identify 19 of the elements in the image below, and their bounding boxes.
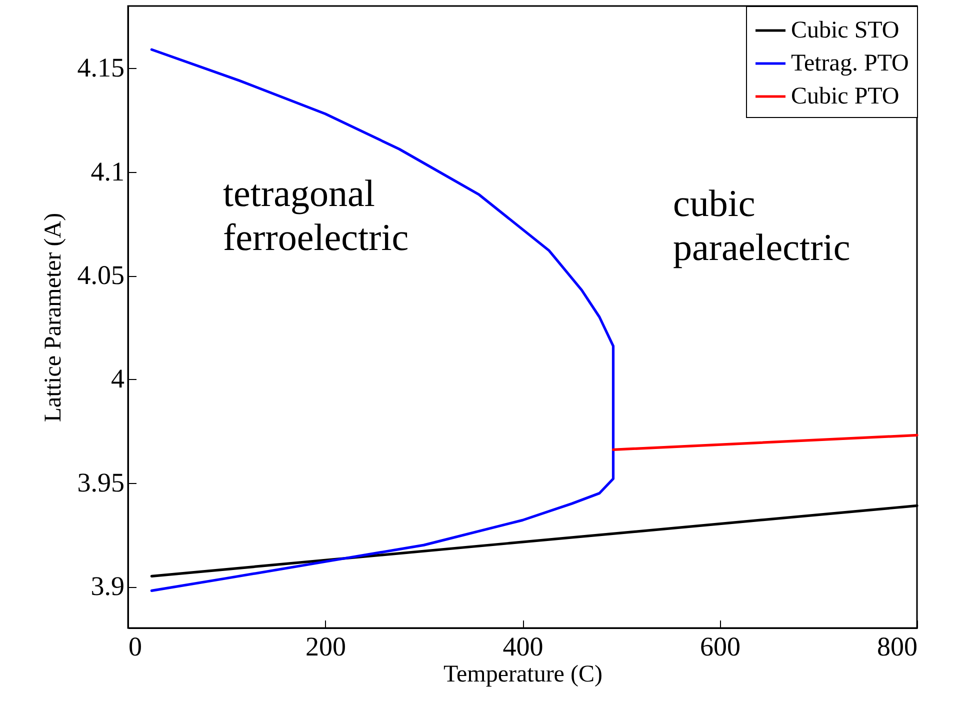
x-tick-label: 600 (700, 632, 740, 662)
x-tick-label: 200 (306, 632, 346, 662)
y-axis-title: Lattice Parameter (A) (40, 212, 66, 422)
annotation: tetragonal ferroelectric (223, 173, 409, 259)
x-tick-label: 400 (502, 632, 544, 662)
legend-label: Cubic PTO (791, 84, 900, 110)
y-tick-label: 4.15 (77, 52, 124, 83)
legend-label: Cubic STO (791, 18, 900, 44)
x-tick-label: 800 (877, 632, 918, 662)
legend-label: Tetrag. PTO (791, 50, 909, 76)
y-tick-label: 4.1 (90, 156, 124, 186)
x-axis-title: Temperature (C) (444, 662, 602, 688)
annotation: cubic paraelectric (673, 183, 850, 269)
x-tick-label: 0 (128, 632, 142, 662)
y-tick-label: 4.05 (77, 260, 124, 290)
y-tick-label: 3.95 (77, 467, 124, 498)
y-tick-label: 4 (111, 364, 125, 394)
line-series (150, 48, 615, 592)
y-tick-label: 3.9 (90, 571, 124, 602)
